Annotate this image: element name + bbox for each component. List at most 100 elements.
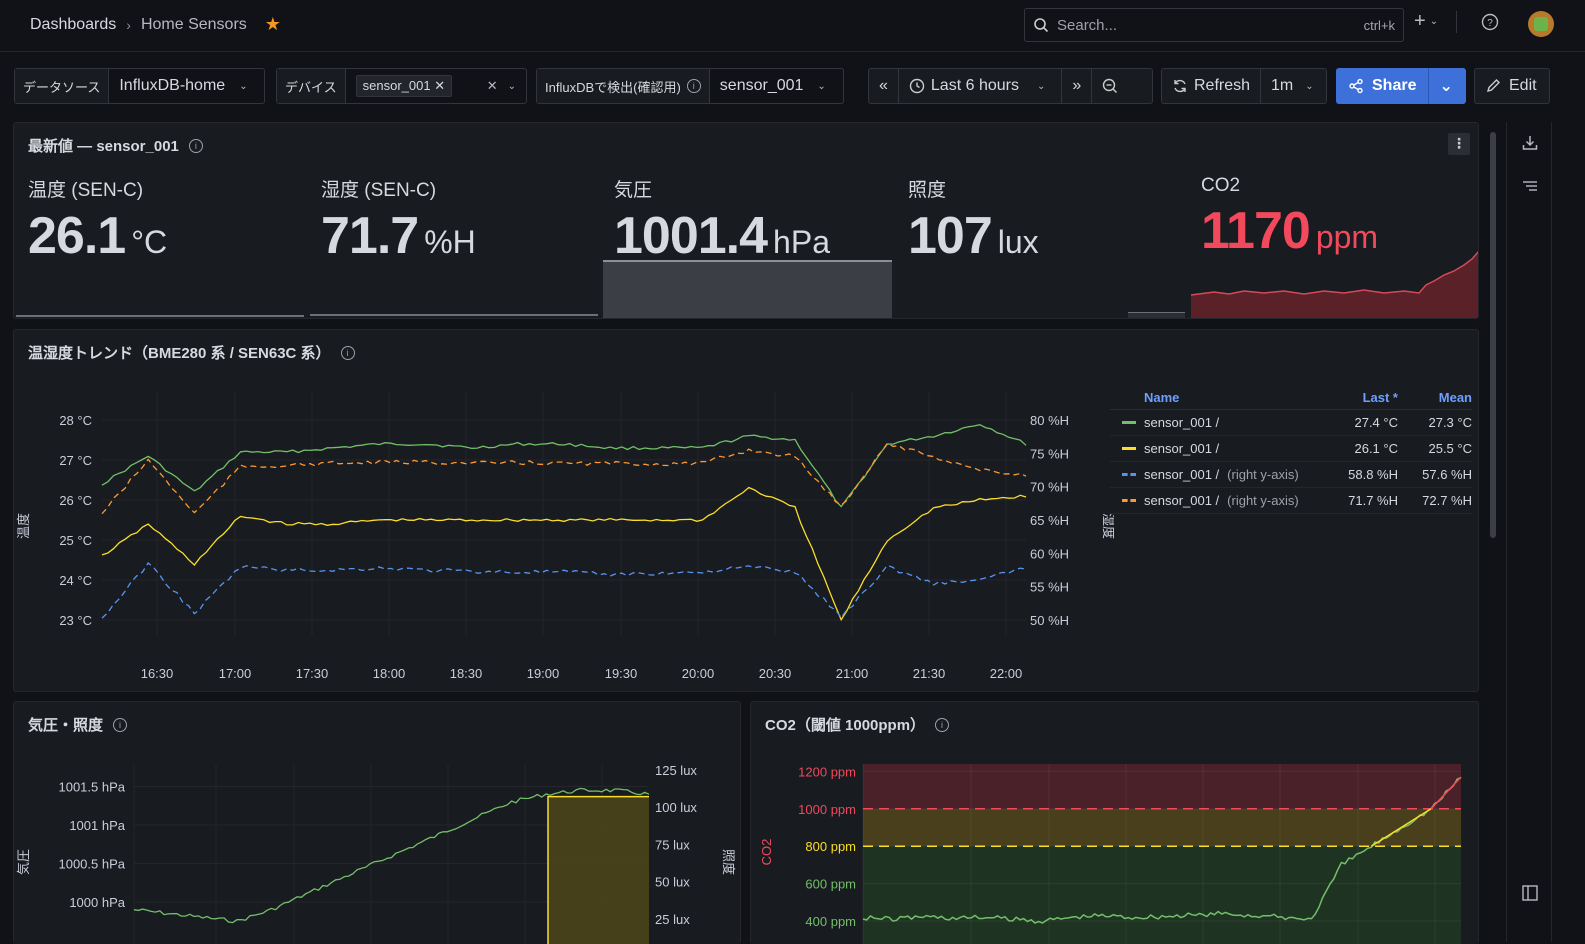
- x-tick-label: 21:00: [836, 666, 869, 681]
- edit-button[interactable]: Edit: [1474, 68, 1550, 104]
- detected-variable[interactable]: InfluxDBで検出(確認用) i sensor_001 ⌄: [536, 68, 844, 104]
- x-tick-label: 18:00: [373, 666, 406, 681]
- zoom-out-button[interactable]: [1092, 69, 1128, 103]
- legend-axis-note: (right y-axis): [1227, 467, 1299, 482]
- legend-row[interactable]: sensor_001 / (right y-axis) 71.7 %H 72.7 …: [1110, 488, 1472, 514]
- y-right-tick-label: 75 lux: [655, 837, 690, 852]
- trend-legend: Name Last * Mean sensor_001 / 27.4 °C 27…: [1110, 386, 1472, 514]
- refresh-group: Refresh 1m ⌄: [1161, 68, 1327, 104]
- breadcrumb-separator: ›: [126, 16, 131, 33]
- legend-axis-note: (right y-axis): [1227, 493, 1299, 508]
- share-icon: [1349, 78, 1363, 94]
- avatar[interactable]: [1528, 11, 1554, 37]
- stat-number: 26.1: [28, 207, 126, 265]
- legend-row[interactable]: sensor_001 / (right y-axis) 58.8 %H 57.6 …: [1110, 462, 1472, 488]
- close-icon[interactable]: ✕: [434, 78, 446, 93]
- legend-swatch: [1122, 447, 1136, 450]
- y-right-tick-label: 50 %H: [1030, 613, 1069, 628]
- clear-icon[interactable]: ✕: [486, 78, 498, 93]
- y-axis-label: CO2: [759, 839, 774, 866]
- panel-title: 最新値 — sensor_001 i: [28, 135, 203, 156]
- x-tick-label: 20:00: [682, 666, 715, 681]
- chevron-down-icon[interactable]: ⌄: [1429, 16, 1439, 27]
- search-icon: [1034, 18, 1049, 33]
- lux-area: [548, 796, 649, 944]
- y-left-tick-label: 27 °C: [59, 453, 92, 468]
- datasource-variable[interactable]: データソース InfluxDB-home ⌄: [14, 68, 265, 104]
- search-shortcut: ctrl+k: [1363, 17, 1395, 33]
- info-icon[interactable]: i: [188, 138, 203, 153]
- series-line: [101, 486, 1027, 622]
- outline-icon[interactable]: [1521, 178, 1539, 196]
- y-left-tick-label: 1001.5 hPa: [58, 780, 125, 795]
- detected-label-text: InfluxDBで検出(確認用): [545, 79, 681, 95]
- legend-last: 26.1 °C: [1354, 441, 1398, 456]
- legend-row[interactable]: sensor_001 / 27.4 °C 27.3 °C: [1110, 410, 1472, 436]
- y-left-tick-label: 23 °C: [59, 613, 92, 628]
- refresh-interval-picker[interactable]: 1m ⌄: [1261, 69, 1324, 103]
- dock-icon[interactable]: [1521, 884, 1539, 902]
- x-tick-label: 22:00: [990, 666, 1023, 681]
- y-right-tick-label: 60 %H: [1030, 546, 1069, 561]
- legend-mean: 57.6 %H: [1422, 467, 1472, 482]
- y-tick-label: 400 ppm: [805, 914, 856, 929]
- stat-pressure: 気圧 1001.4 hPa: [614, 175, 830, 266]
- co2-line: [862, 777, 1462, 924]
- stat-value: 26.1 °C: [28, 206, 167, 266]
- breadcrumb-dashboards[interactable]: Dashboards: [30, 15, 117, 33]
- co2-panel: CO2（閾値 1000ppm） i 400 ppm 600 ppm 800 ppm 1…: [750, 701, 1479, 944]
- y-right-tick-label: 125 lux: [655, 763, 697, 778]
- legend-last: 27.4 °C: [1354, 415, 1398, 430]
- sparklines: [16, 251, 1478, 318]
- legend-series-name: sensor_001 /: [1144, 493, 1220, 508]
- x-tick-label: 16:30: [141, 666, 174, 681]
- stat-number: 1170: [1201, 202, 1311, 260]
- legend-header-mean[interactable]: Mean: [1438, 390, 1472, 405]
- device-chip[interactable]: sensor_001 ✕: [355, 75, 453, 97]
- y-right-tick-label: 80 %H: [1030, 413, 1069, 428]
- time-range-picker[interactable]: Last 6 hours ⌄: [899, 69, 1063, 103]
- time-picker-group: « Last 6 hours ⌄ »: [868, 68, 1153, 104]
- plus-icon[interactable]: +: [1414, 10, 1426, 32]
- stat-label: 温度 (SEN-C): [28, 180, 144, 201]
- help-icon[interactable]: ?: [1481, 13, 1499, 31]
- time-forward-button[interactable]: »: [1062, 69, 1093, 103]
- y-left-tick-label: 26 °C: [59, 493, 92, 508]
- info-icon[interactable]: i: [113, 717, 128, 732]
- legend-header-name[interactable]: Name: [1144, 390, 1180, 405]
- panel-menu-icon[interactable]: ⋮: [1448, 133, 1470, 155]
- right-sidebar: [1506, 122, 1552, 942]
- chevron-down-icon[interactable]: ⌄: [1439, 78, 1453, 95]
- device-variable[interactable]: デバイス sensor_001 ✕ ✕ ⌄: [276, 68, 527, 104]
- y-left-axis-label: 気圧: [16, 849, 31, 875]
- info-icon[interactable]: i: [340, 345, 355, 360]
- panel-title: 温湿度トレンド（BME280 系 / SEN63C 系） i: [28, 342, 355, 363]
- trend-panel: 温湿度トレンド（BME280 系 / SEN63C 系） i 16:30 17:0…: [13, 329, 1479, 692]
- y-left-tick-label: 1000 hPa: [69, 895, 125, 910]
- time-back-button[interactable]: «: [869, 69, 899, 103]
- series-line: [101, 562, 1027, 619]
- star-icon[interactable]: ★: [264, 14, 281, 34]
- refresh-button[interactable]: Refresh: [1162, 69, 1262, 103]
- refresh-label: Refresh: [1194, 77, 1251, 94]
- y-right-axis-label: 照度: [721, 849, 736, 875]
- stat-unit: ppm: [1315, 219, 1379, 255]
- stat-value: 1001.4 hPa: [614, 206, 830, 266]
- legend-row[interactable]: sensor_001 / 26.1 °C 25.5 °C: [1110, 436, 1472, 462]
- stat-value: 107 lux: [908, 206, 1039, 266]
- info-icon[interactable]: i: [686, 79, 701, 93]
- stat-illuminance: 照度 107 lux: [908, 175, 1039, 266]
- legend-header: Name Last * Mean: [1110, 386, 1472, 410]
- stat-value: 71.7 %H: [321, 206, 476, 266]
- legend-series-name: sensor_001 /: [1144, 467, 1220, 482]
- share-button[interactable]: Share ⌄: [1336, 68, 1466, 104]
- info-icon[interactable]: i: [935, 717, 950, 732]
- detected-label: InfluxDBで検出(確認用) i: [537, 69, 710, 103]
- download-icon[interactable]: [1521, 134, 1539, 152]
- legend-swatch: [1122, 499, 1136, 502]
- search-input[interactable]: Search... ctrl+k: [1024, 8, 1404, 42]
- device-chip-label: sensor_001: [362, 78, 431, 93]
- legend-header-last[interactable]: Last *: [1362, 390, 1398, 405]
- co2-line-warn: [1370, 808, 1432, 847]
- scrollbar[interactable]: [1490, 132, 1496, 538]
